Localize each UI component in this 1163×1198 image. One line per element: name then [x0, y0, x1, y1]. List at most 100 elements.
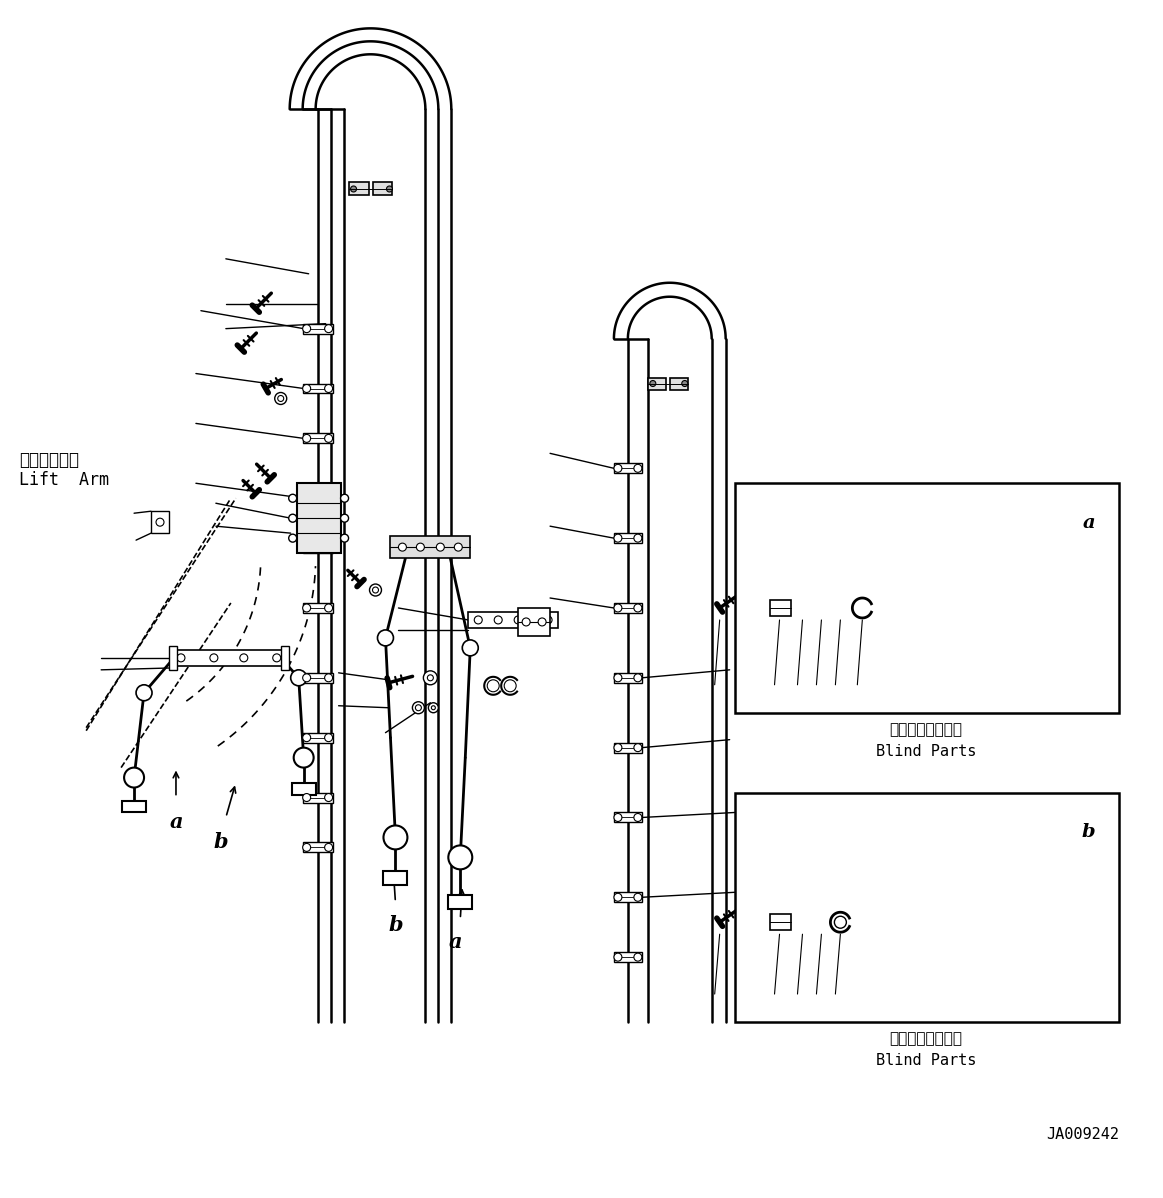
Circle shape [324, 604, 333, 612]
Circle shape [156, 519, 164, 526]
Bar [614, 743, 642, 752]
Circle shape [436, 543, 444, 551]
Bar [297, 483, 341, 553]
Circle shape [614, 954, 622, 961]
Bar [614, 952, 642, 962]
Circle shape [415, 704, 421, 710]
Circle shape [682, 381, 687, 387]
Circle shape [544, 616, 552, 624]
Circle shape [614, 604, 622, 612]
Bar [292, 782, 315, 794]
Bar [448, 895, 472, 909]
Circle shape [324, 793, 333, 801]
Circle shape [614, 744, 622, 751]
Circle shape [399, 543, 406, 551]
Text: a: a [1083, 514, 1096, 532]
Circle shape [413, 702, 424, 714]
Circle shape [797, 601, 808, 613]
Bar [302, 543, 333, 553]
Text: a: a [449, 932, 462, 952]
Text: Blind Parts: Blind Parts [876, 1053, 977, 1067]
Circle shape [650, 381, 656, 387]
Circle shape [302, 495, 311, 502]
Text: Blind Parts: Blind Parts [876, 744, 977, 758]
Circle shape [324, 495, 333, 502]
Text: b: b [1082, 823, 1096, 841]
Circle shape [273, 654, 280, 661]
Bar [648, 377, 665, 389]
Text: Lift  Arm: Lift Arm [20, 471, 109, 489]
Circle shape [423, 671, 437, 685]
Circle shape [288, 495, 297, 502]
Circle shape [614, 534, 622, 543]
Bar [614, 533, 642, 543]
Circle shape [384, 825, 407, 849]
Bar [735, 793, 1119, 1022]
Circle shape [294, 748, 314, 768]
Text: リフトアーム: リフトアーム [20, 452, 79, 470]
Circle shape [634, 604, 642, 612]
Circle shape [634, 744, 642, 751]
Bar [349, 182, 369, 195]
Circle shape [341, 534, 349, 543]
Circle shape [614, 673, 622, 682]
Circle shape [386, 186, 392, 192]
Circle shape [209, 654, 217, 661]
Circle shape [291, 670, 307, 685]
Circle shape [288, 514, 297, 522]
Bar [302, 383, 333, 393]
Bar [174, 649, 284, 666]
Circle shape [815, 601, 827, 613]
Circle shape [634, 534, 642, 543]
Bar [735, 483, 1119, 713]
Bar [302, 603, 333, 613]
Bar [519, 607, 550, 636]
Text: a: a [170, 812, 183, 833]
Bar [670, 377, 687, 389]
Circle shape [324, 435, 333, 442]
Circle shape [302, 673, 311, 682]
Bar [302, 793, 333, 803]
Bar [302, 494, 333, 503]
Circle shape [431, 706, 435, 709]
Circle shape [378, 630, 393, 646]
Bar [169, 646, 177, 670]
Circle shape [136, 685, 152, 701]
Circle shape [835, 603, 846, 613]
Bar [469, 612, 558, 628]
Circle shape [522, 618, 530, 625]
Text: b: b [214, 833, 228, 853]
Bar [614, 893, 642, 902]
Circle shape [240, 654, 248, 661]
Circle shape [792, 912, 813, 933]
Text: b: b [388, 915, 402, 936]
Bar [122, 800, 147, 812]
Circle shape [634, 465, 642, 472]
Circle shape [324, 843, 333, 852]
Circle shape [370, 585, 381, 597]
Circle shape [372, 587, 378, 593]
Bar [614, 673, 642, 683]
Circle shape [812, 598, 832, 618]
Circle shape [792, 597, 813, 619]
Circle shape [302, 385, 311, 393]
Circle shape [302, 604, 311, 612]
Circle shape [302, 733, 311, 742]
Circle shape [324, 544, 333, 552]
Circle shape [634, 673, 642, 682]
Circle shape [815, 916, 827, 928]
Circle shape [634, 894, 642, 901]
Bar [384, 871, 407, 885]
Circle shape [428, 703, 438, 713]
Circle shape [832, 599, 849, 617]
Circle shape [288, 534, 297, 543]
Circle shape [302, 435, 311, 442]
Circle shape [475, 616, 483, 624]
Bar [302, 733, 333, 743]
Circle shape [274, 393, 287, 405]
Circle shape [505, 679, 516, 691]
Circle shape [614, 465, 622, 472]
Circle shape [455, 543, 462, 551]
Circle shape [634, 813, 642, 822]
Circle shape [538, 618, 547, 625]
